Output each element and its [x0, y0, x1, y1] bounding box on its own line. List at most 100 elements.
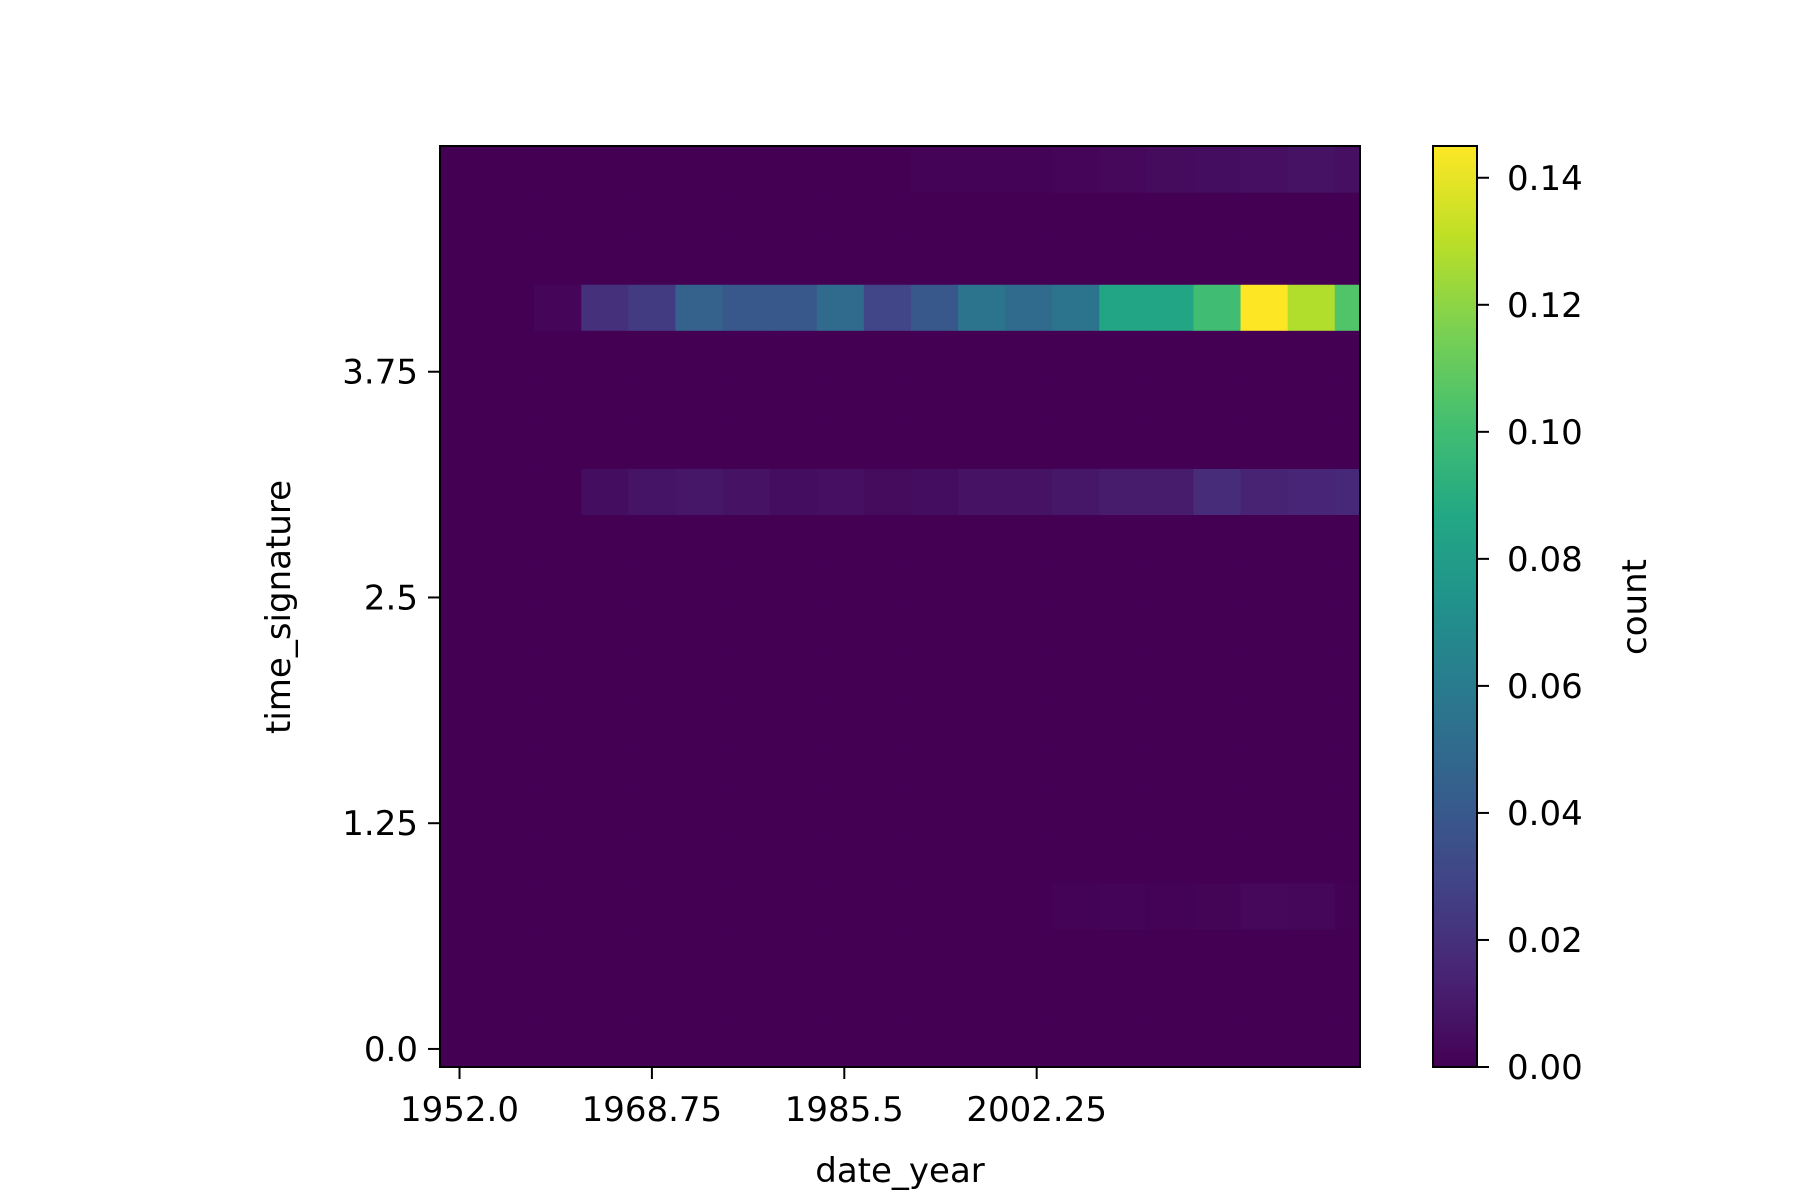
- heatmap-cell: [722, 744, 771, 792]
- heatmap-cell: [722, 1020, 771, 1067]
- y-axis: 0.0 1.25 2.5 3.75: [342, 353, 440, 1070]
- heatmap-cell: [1334, 698, 1360, 746]
- heatmap-cell: [1099, 560, 1147, 608]
- heatmap-cell: [722, 422, 771, 469]
- heatmap-cell: [1099, 928, 1147, 976]
- y-tick-label: 1.25: [342, 804, 418, 844]
- heatmap-cell: [534, 422, 582, 469]
- heatmap-cell: [1334, 1020, 1360, 1067]
- heatmap-cell: [440, 284, 488, 331]
- heatmap-cell: [628, 146, 677, 193]
- heatmap-cell: [910, 928, 959, 976]
- heatmap-cell: [863, 652, 912, 700]
- heatmap-cell: [1146, 560, 1195, 608]
- heatmap-cell: [581, 790, 629, 838]
- heatmap-cell: [910, 514, 959, 562]
- heatmap-cell: [863, 744, 912, 792]
- heatmap-cell: [1287, 468, 1336, 515]
- heatmap-cells: [440, 146, 1360, 1067]
- heatmap-cell: [1005, 422, 1053, 469]
- heatmap-cell: [769, 928, 818, 976]
- heatmap-cell: [1005, 514, 1053, 562]
- heatmap-cell: [1193, 790, 1242, 838]
- heatmap-cell: [675, 698, 724, 746]
- heatmap-cell: [1146, 974, 1195, 1022]
- heatmap-cell: [816, 422, 865, 469]
- heatmap-cell: [958, 698, 1006, 746]
- heatmap-cell: [958, 468, 1006, 515]
- heatmap-cell: [769, 238, 818, 285]
- heatmap-cell: [1052, 698, 1100, 746]
- heatmap-cell: [581, 514, 629, 562]
- heatmap-cell: [675, 744, 724, 792]
- heatmap-cell: [1052, 514, 1100, 562]
- heatmap-cell: [1052, 560, 1100, 608]
- heatmap-cell: [440, 790, 488, 838]
- heatmap-cell: [581, 744, 629, 792]
- heatmap-cell: [1052, 652, 1100, 700]
- heatmap-cell: [1099, 744, 1147, 792]
- heatmap-cell: [1005, 652, 1053, 700]
- heatmap-cell: [1193, 376, 1242, 423]
- heatmap-cell: [958, 744, 1006, 792]
- y-axis-label: time_signature: [259, 480, 299, 734]
- plot-frame: [439, 145, 1361, 1068]
- heatmap-cell: [1005, 146, 1053, 193]
- heatmap-cell: [1240, 928, 1289, 976]
- heatmap-cell: [440, 146, 488, 193]
- heatmap-cell: [487, 652, 535, 700]
- heatmap-cell: [910, 698, 959, 746]
- heatmap-cell: [1287, 284, 1336, 331]
- heatmap-cell: [534, 836, 582, 884]
- heatmap-cell: [1052, 330, 1100, 377]
- heatmap-cell: [1052, 422, 1100, 469]
- heatmap-cell: [1287, 744, 1336, 792]
- colorbar-axis: 0.00 0.02 0.04 0.06 0.08 0.10 0.12 0.14: [1477, 159, 1583, 1088]
- heatmap-cell: [1099, 330, 1147, 377]
- heatmap-cell: [628, 192, 677, 239]
- heatmap-cell: [769, 468, 818, 515]
- heatmap-cell: [1334, 652, 1360, 700]
- heatmap-cell: [1193, 560, 1242, 608]
- heatmap-cell: [722, 652, 771, 700]
- heatmap-cell: [1240, 790, 1289, 838]
- heatmap-cell: [534, 928, 582, 976]
- heatmap-cell: [534, 790, 582, 838]
- heatmap-cell: [1287, 836, 1336, 884]
- heatmap-cell: [1240, 744, 1289, 792]
- heatmap-cell: [581, 606, 629, 654]
- heatmap-cell: [1240, 836, 1289, 884]
- heatmap-cell: [581, 652, 629, 700]
- y-tick-label: 2.5: [364, 578, 418, 618]
- heatmap-cell: [958, 928, 1006, 976]
- heatmap-cell: [440, 468, 488, 515]
- heatmap-cell: [534, 744, 582, 792]
- heatmap-cell: [440, 698, 488, 746]
- heatmap-cell: [722, 330, 771, 377]
- heatmap-cell: [816, 284, 865, 331]
- heatmap-cell: [958, 1020, 1006, 1067]
- heatmap-cell: [534, 974, 582, 1022]
- heatmap-cell: [440, 882, 488, 930]
- heatmap-cell: [816, 146, 865, 193]
- heatmap-cell: [1193, 238, 1242, 285]
- heatmap-cell: [581, 422, 629, 469]
- heatmap-cell: [440, 330, 488, 377]
- heatmap-cell: [722, 790, 771, 838]
- heatmap-cell: [581, 376, 629, 423]
- heatmap-cell: [534, 514, 582, 562]
- x-tick-label: 1968.75: [582, 1090, 723, 1130]
- heatmap-cell: [440, 560, 488, 608]
- heatmap-cell: [628, 514, 677, 562]
- heatmap-cell: [958, 422, 1006, 469]
- heatmap-cell: [487, 790, 535, 838]
- heatmap-cell: [1193, 1020, 1242, 1067]
- heatmap-cell: [1240, 514, 1289, 562]
- heatmap-cell: [1287, 330, 1336, 377]
- heatmap-cell: [769, 744, 818, 792]
- heatmap-cell: [1099, 422, 1147, 469]
- heatmap-cell: [1287, 652, 1336, 700]
- heatmap-cell: [816, 744, 865, 792]
- heatmap-cell: [440, 606, 488, 654]
- heatmap-cell: [816, 192, 865, 239]
